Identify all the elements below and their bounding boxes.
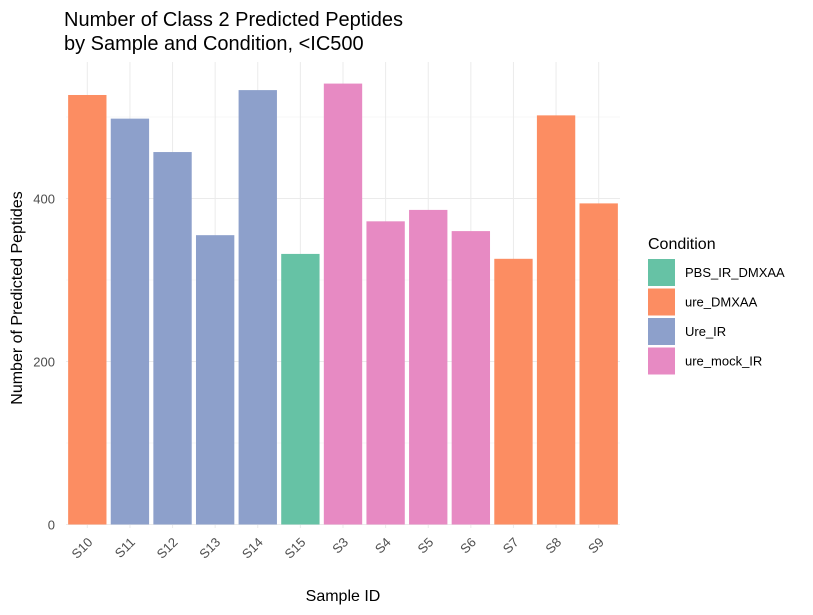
y-tick-label: 200 (33, 355, 55, 370)
legend-swatch (648, 288, 675, 316)
x-tick-label: S11 (112, 535, 138, 561)
legend-label: PBS_IR_DMXAA (685, 265, 785, 280)
x-tick-label: S14 (239, 535, 266, 562)
y-tick-label: 400 (33, 192, 55, 207)
x-tick-label: S10 (68, 535, 95, 562)
bar-s13 (195, 235, 235, 525)
x-tick-label: S4 (372, 535, 394, 557)
bar-s9 (579, 203, 618, 525)
x-axis-ticks: S10 S11 S12 S13 S14 S15 S3 S4 S5 S6 S7 S8 S9 (68, 535, 606, 562)
bar-s14 (238, 90, 277, 525)
legend-label: ure_DMXAA (685, 295, 758, 310)
bar-s15 (281, 253, 320, 525)
x-tick-label: S7 (500, 535, 522, 557)
y-axis-ticks: 0 200 400 (33, 192, 55, 533)
bars (68, 83, 618, 525)
bar-s12 (153, 152, 192, 525)
x-tick-label: S15 (282, 535, 309, 562)
bar-s10 (68, 94, 107, 525)
x-tick-label: S13 (196, 535, 223, 562)
x-axis-title: Sample ID (306, 588, 381, 605)
x-tick-label: S9 (585, 535, 607, 557)
legend-swatch (648, 318, 675, 345)
bar-s3 (323, 83, 363, 525)
bar-s4 (366, 221, 405, 525)
x-tick-label: S8 (542, 535, 564, 557)
bar-s5 (409, 209, 448, 525)
chart-title: Number of Class 2 Predicted Peptides by … (64, 9, 409, 55)
y-axis-title: Number of Predicted Peptides (9, 191, 26, 404)
x-tick-label: S5 (414, 535, 436, 557)
chart-title-line-2: by Sample and Condition, <IC500 (64, 33, 364, 55)
y-tick-label: 0 (48, 518, 55, 533)
legend-swatch (648, 259, 675, 286)
legend-label: Ure_IR (685, 324, 726, 339)
legend-swatch (648, 347, 675, 375)
x-tick-label: S6 (457, 535, 479, 557)
bar-s7 (494, 258, 533, 525)
x-tick-label: S3 (329, 535, 351, 557)
x-tick-label: S12 (154, 535, 181, 562)
bar-s6 (451, 231, 491, 525)
bar-s8 (536, 115, 576, 525)
legend-title: Condition (648, 236, 716, 253)
bar-s11 (110, 118, 150, 525)
legend-label: ure_mock_IR (685, 354, 762, 369)
legend: Condition PBS_IR_DMXAA ure_DMXAA Ure_IRure… (648, 236, 785, 375)
chart-title-line-1: Number of Class 2 Predicted Peptides (64, 9, 403, 31)
